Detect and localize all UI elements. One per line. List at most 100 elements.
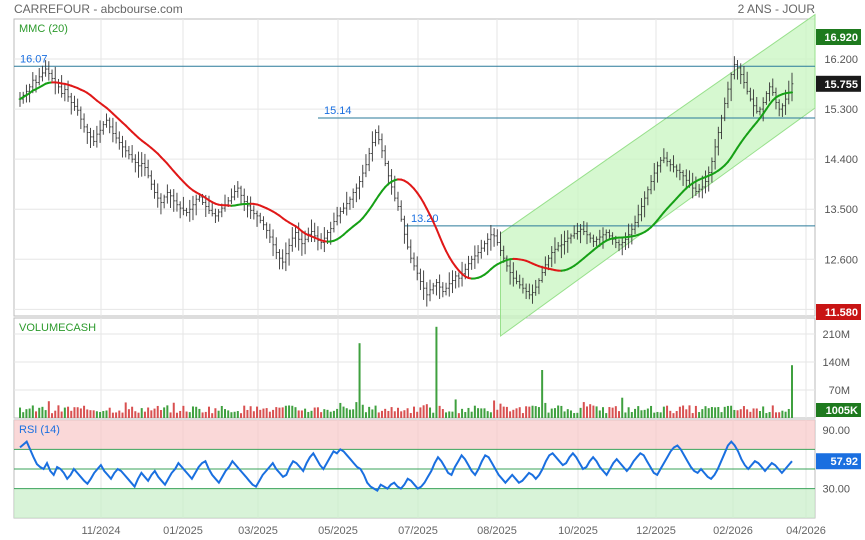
volume-bar (441, 409, 444, 418)
volume-bar (643, 409, 646, 418)
volume-bar (175, 412, 178, 418)
volume-bar (544, 402, 547, 418)
rsi-badge-bg (816, 453, 861, 470)
moving-average (19, 81, 793, 280)
volume-bar (284, 405, 287, 418)
volume-bar (569, 410, 572, 418)
volume-bar (147, 407, 150, 418)
sma-segment (422, 201, 428, 210)
volume-bar (281, 407, 284, 418)
volume-bar (384, 408, 387, 418)
volume-bar (364, 412, 367, 418)
volume-bar (348, 409, 351, 418)
axis-labels: 11/2024 01/2025 03/2025 05/2025 07/2025 08/20… (82, 29, 861, 537)
volume-bar (265, 408, 268, 418)
volume-bar (278, 407, 281, 418)
volume-bar (784, 411, 787, 418)
volume-bar (102, 410, 105, 418)
volume-bar (650, 405, 653, 418)
volume-bar (95, 411, 98, 418)
volume-bar (467, 407, 470, 418)
volume-bar (515, 408, 518, 418)
volume-bar (268, 411, 271, 418)
volume-bar (67, 406, 70, 418)
volume-bar (220, 405, 223, 418)
volume-bar (137, 412, 140, 418)
volume-bar (646, 408, 649, 418)
level-label: 15.14 (324, 105, 352, 117)
volume-bar (461, 408, 464, 418)
volume-bar (179, 410, 182, 418)
volume-bar (124, 402, 127, 418)
volume-bar (624, 412, 627, 418)
volume-bar (592, 405, 595, 418)
volume-bar (182, 405, 185, 418)
volume-bar (653, 412, 656, 418)
volume-bar (387, 410, 390, 418)
volume-bar (429, 407, 432, 418)
volume-bar (316, 407, 319, 418)
volume-bar (19, 407, 21, 418)
volume-bar (393, 411, 396, 418)
volume-bar (121, 412, 124, 418)
volume-bar (730, 405, 733, 418)
price-last-badge: 15.755 (824, 79, 858, 91)
volume-bar (163, 407, 166, 418)
volume-bar (259, 409, 262, 418)
volume-panel (13, 317, 816, 419)
volume-bar (791, 365, 793, 418)
volume-bar (582, 402, 585, 418)
volume-bar (191, 406, 194, 418)
volume-bar (678, 406, 681, 418)
volume-bar (275, 407, 278, 418)
chart-period: 2 ANS - JOUR (738, 2, 816, 16)
volume-bar (707, 408, 710, 418)
volume-bar (726, 405, 729, 418)
volume-bar (150, 410, 153, 418)
volume-bar (243, 405, 246, 418)
volume-bar (448, 411, 451, 418)
chart-title: CARREFOUR - abcbourse.com (14, 2, 183, 16)
volume-bar (477, 408, 480, 418)
volume-bars (19, 326, 793, 418)
sma-indicator-label: MMC (20) (19, 23, 68, 35)
volume-bar (499, 403, 502, 418)
volume-bar (733, 409, 736, 418)
volume-bar (480, 408, 483, 418)
sma-segment (432, 220, 438, 230)
volume-bar (470, 411, 473, 418)
volume-bar (406, 408, 409, 418)
volume-bar (672, 413, 675, 418)
volume-bar (621, 397, 624, 418)
volume-bar (656, 411, 659, 418)
volume-bar (166, 405, 169, 418)
volume-bar (156, 405, 159, 418)
volume-bar (57, 405, 60, 418)
volume-bar (233, 411, 236, 418)
volume-bar (416, 411, 419, 418)
volume-bar (489, 412, 492, 418)
volume-bar (211, 413, 214, 418)
horizontal-levels: 16.07 15.14 13.20 (14, 53, 815, 227)
x-tick-label: 02/2026 (713, 525, 753, 537)
sma-segment (438, 235, 444, 246)
volume-bar (320, 412, 323, 418)
volume-bar (774, 412, 777, 418)
volume-bar (666, 405, 669, 418)
volume-bar (563, 411, 566, 418)
volume-bar (781, 410, 784, 418)
rsi-last-badge: 57.92 (830, 456, 858, 468)
volume-bar (509, 411, 512, 418)
volume-bar (704, 406, 707, 418)
price-min-badge-bg (816, 304, 861, 320)
volume-bar (557, 405, 560, 418)
volume-bar (723, 406, 726, 418)
sma-segment (425, 207, 432, 217)
volume-bar (502, 406, 505, 418)
volume-bar (377, 412, 380, 418)
volume-bar (153, 408, 156, 418)
volume-bar (521, 413, 524, 418)
volume-bar (528, 406, 531, 418)
volume-bar (115, 412, 118, 418)
volume-bar (432, 412, 435, 418)
